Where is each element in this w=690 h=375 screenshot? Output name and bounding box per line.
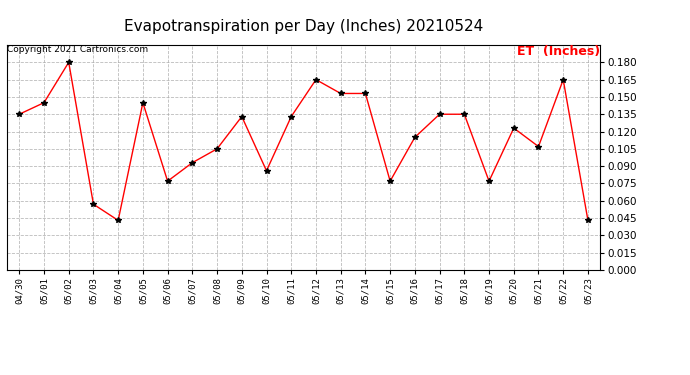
Text: Copyright 2021 Cartronics.com: Copyright 2021 Cartronics.com — [7, 45, 148, 54]
Text: ET  (Inches): ET (Inches) — [518, 45, 600, 58]
Text: Evapotranspiration per Day (Inches) 20210524: Evapotranspiration per Day (Inches) 2021… — [124, 19, 483, 34]
